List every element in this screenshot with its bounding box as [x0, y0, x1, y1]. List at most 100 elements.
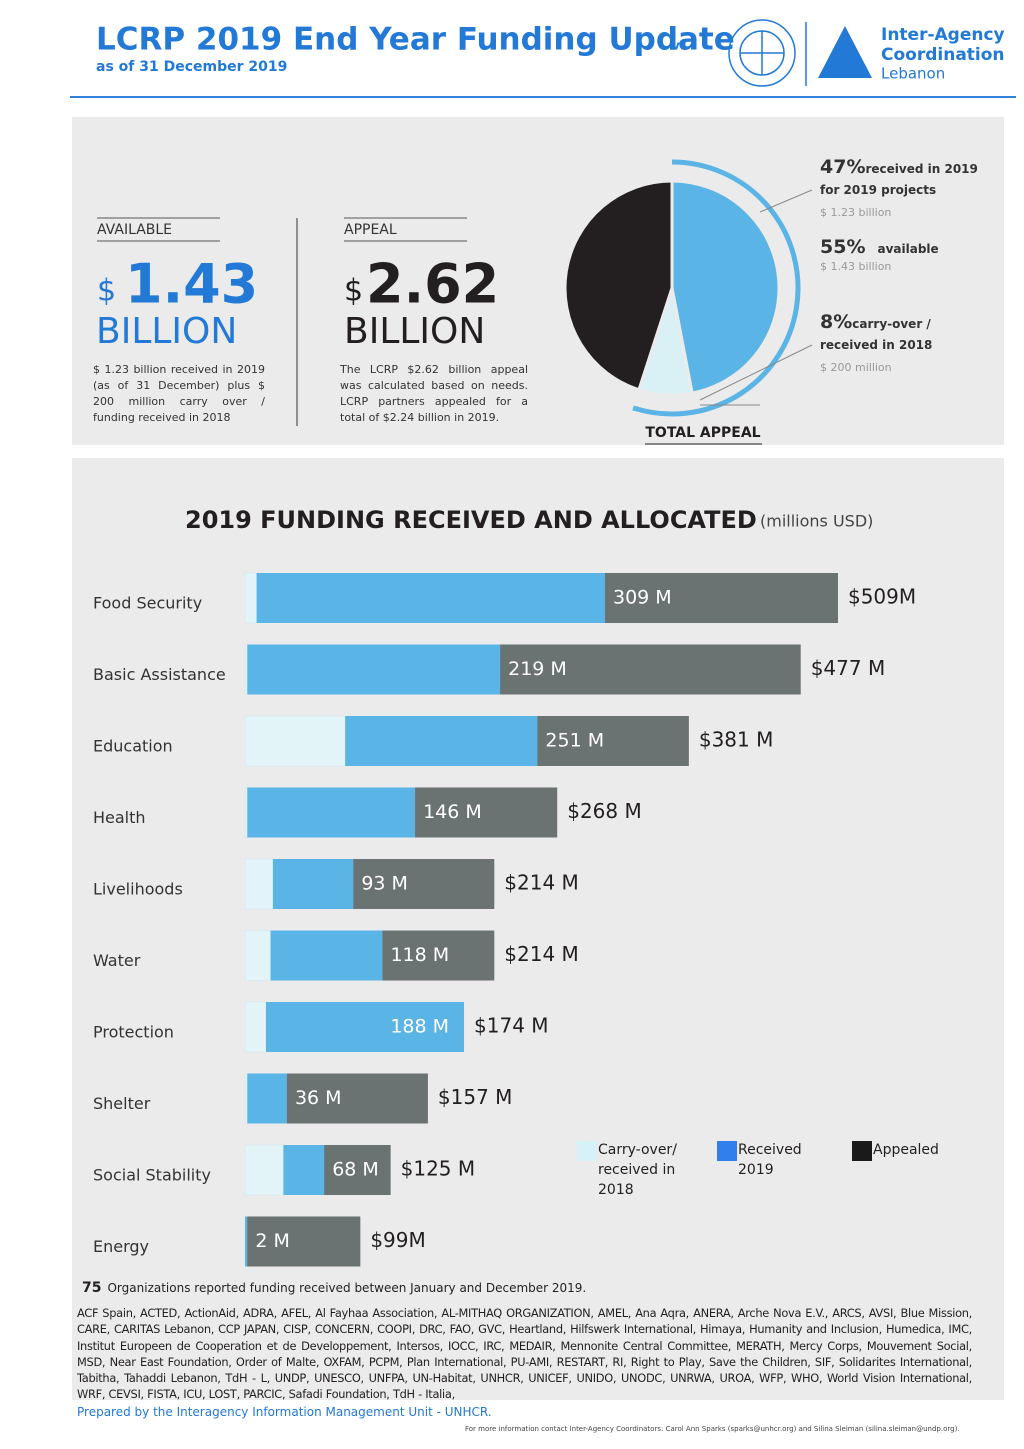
category-label: Water [93, 951, 141, 970]
carryover-bar [244, 1073, 248, 1124]
available-unit: BILLION [96, 311, 237, 352]
appealed-label: $509M [848, 585, 916, 609]
legend-swatch [852, 1141, 872, 1161]
legend-label: Carry-over/ received in 2018 [598, 1142, 677, 1198]
carryover-bar [244, 715, 346, 767]
chart-title: 2019 FUNDING RECEIVED AND ALLOCATED [185, 506, 757, 534]
cedar-logo [818, 26, 872, 78]
pie-label-box: 55% available $ 1.43 billion [820, 236, 1000, 274]
version: v1 [672, 39, 688, 53]
carryover-bar [244, 858, 274, 910]
appealed-label: $99M [370, 1228, 425, 1252]
contact: For more information contact Inter-Agenc… [465, 1425, 960, 1433]
carryover-bar [244, 572, 257, 624]
received-bar [270, 930, 383, 981]
legend-label-box: Received 2019 [738, 1142, 802, 1178]
pie-note: $ 200 million [820, 361, 892, 374]
available-note: $ 1.23 billion received in 2019 (as of 3… [93, 363, 265, 424]
appealed-label: $268 M [567, 799, 642, 823]
pie-label: 8%carry-over / received in 2018 $ 200 mil… [820, 313, 960, 377]
pie-label: 47%received in 2019 for 2019 projects $ 1… [820, 158, 980, 222]
funded-label: 93 M [361, 873, 408, 895]
funded-label: 251 M [545, 730, 604, 752]
appeal-note: The LCRP $2.62 billion appeal was calcul… [340, 363, 528, 424]
funded-label: 309 M [613, 587, 672, 609]
summary-panel [72, 117, 1004, 445]
org-count: 75 [82, 1280, 102, 1296]
pie-title: TOTAL APPEAL [645, 425, 760, 441]
available-text: available [877, 242, 939, 256]
pie-label: 55% available $ 1.43 billion [820, 236, 1000, 274]
funded-label: 2 M [255, 1230, 290, 1252]
funded-label: 188 M [390, 1016, 449, 1038]
available-note-box: $ 1.23 billion received in 2019 (as of 3… [93, 363, 265, 424]
chart-subtitle: (millions USD) [760, 512, 873, 531]
partners-box: ACF Spain, ACTED, ActionAid, ADRA, AFEL,… [77, 1306, 972, 1402]
contact-box: For more information contact Inter-Agenc… [465, 1425, 960, 1433]
received-bar [247, 644, 501, 695]
appealed-bar [245, 1216, 361, 1267]
funded-label: 118 M [390, 944, 449, 966]
received-bar [283, 1145, 325, 1195]
available-label: AVAILABLE [97, 222, 172, 238]
carryover-bar [244, 1144, 284, 1196]
pie-slice [670, 179, 781, 395]
category-label: Food Security [93, 594, 202, 613]
funded-label: 219 M [508, 658, 567, 680]
appealed-label: $381 M [699, 728, 774, 752]
org-line: Inter-Agency [881, 25, 1005, 45]
appealed-label: $157 M [438, 1085, 513, 1109]
un-logo [728, 19, 796, 87]
category-label: Livelihoods [93, 880, 183, 899]
category-label: Education [93, 737, 173, 756]
appealed-label: $214 M [504, 942, 579, 966]
appeal-unit: BILLION [344, 311, 485, 352]
date: as of 31 December 2019 [96, 59, 287, 75]
pie-slice [563, 179, 674, 392]
received-bar [256, 573, 605, 623]
pie-value-label: 8% [820, 313, 853, 333]
appealed-label: $214 M [504, 871, 579, 895]
carryover-bar [244, 787, 248, 838]
legend-label-box: Appealed [873, 1142, 939, 1158]
leader-line [759, 189, 813, 213]
appeal-currency: $ [344, 274, 363, 309]
received-bar [265, 1002, 465, 1052]
appeal-label: APPEAL [344, 222, 397, 238]
appeal-amount: 2.62 [366, 253, 499, 316]
appealed-label: $174 M [474, 1014, 549, 1038]
available-label: 55% [820, 236, 866, 258]
funded-label: 146 M [423, 801, 482, 823]
received-bar [247, 787, 416, 838]
category-label: Social Stability [93, 1166, 211, 1185]
appealed-label: $125 M [401, 1157, 476, 1181]
category-label: Shelter [93, 1094, 151, 1113]
legend-swatch [577, 1141, 597, 1161]
category-label: Protection [93, 1023, 174, 1042]
partners: ACF Spain, ACTED, ActionAid, ADRA, AFEL,… [77, 1306, 972, 1402]
org-line: Lebanon [881, 65, 945, 83]
category-label: Basic Assistance [93, 665, 226, 684]
available-arc [632, 159, 801, 417]
legend-label: Appealed [873, 1142, 939, 1158]
appealed-label: $477 M [811, 656, 886, 680]
pie-value-label: 47% [820, 158, 866, 178]
category-label: Health [93, 808, 146, 827]
org-line: Coordination [881, 45, 1005, 65]
pie-label-box: 8%carry-over / received in 2018 $ 200 mil… [820, 313, 960, 377]
received-bar [245, 1216, 248, 1267]
available-note: $ 1.43 billion [820, 260, 892, 273]
category-label: Energy [93, 1237, 149, 1256]
prepared: Prepared by the Interagency Information … [77, 1405, 492, 1419]
footer-count: 75 Organizations reported funding receive… [82, 1280, 982, 1296]
legend-swatch [717, 1141, 737, 1161]
funded-label: 68 M [332, 1159, 379, 1181]
legend-label: Received 2019 [738, 1142, 802, 1178]
funded-label: 36 M [295, 1087, 342, 1109]
available-amount: 1.43 [125, 253, 258, 316]
prepared-box: Prepared by the Interagency Information … [77, 1405, 492, 1419]
pie-label-box: 47%received in 2019 for 2019 projects $ 1… [820, 158, 980, 222]
pie-note: $ 1.23 billion [820, 206, 892, 219]
pie-category: carry-over / received in 2018 [820, 317, 933, 352]
